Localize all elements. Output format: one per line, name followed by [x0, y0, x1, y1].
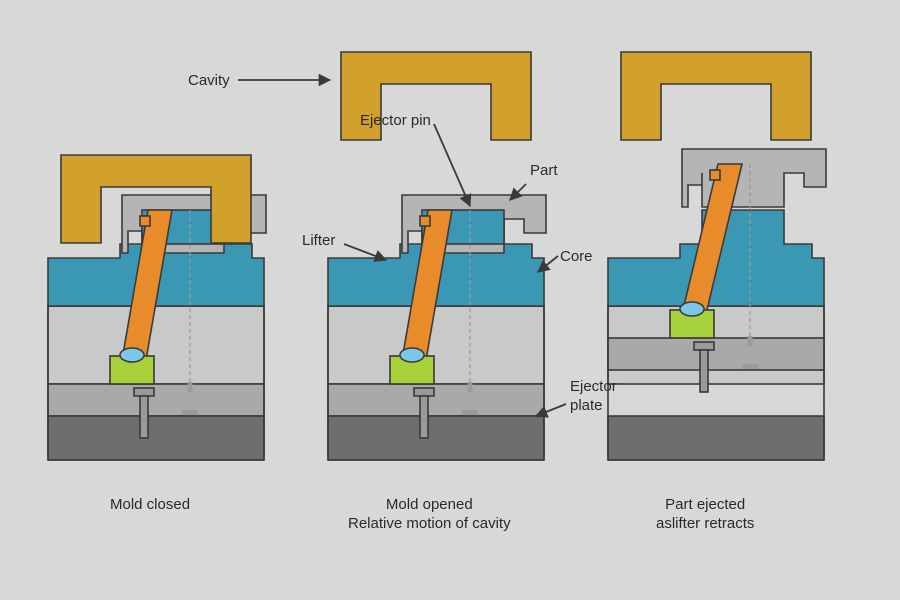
label-core: Core — [560, 248, 593, 267]
panel-ejected — [608, 52, 826, 460]
label-lifter: Lifter — [302, 232, 335, 251]
caption-closed: Mold closed — [110, 496, 190, 515]
panel-closed — [48, 155, 266, 460]
label-part: Part — [530, 162, 558, 181]
label-ejector-plate: Ejector plate — [570, 378, 617, 416]
caption-opened: Mold opened Relative motion of cavity — [348, 496, 511, 534]
label-cavity: Cavity — [188, 72, 230, 91]
caption-ejected: Part ejected aslifter retracts — [656, 496, 754, 534]
label-ejector-pin: Ejector pin — [360, 112, 431, 131]
